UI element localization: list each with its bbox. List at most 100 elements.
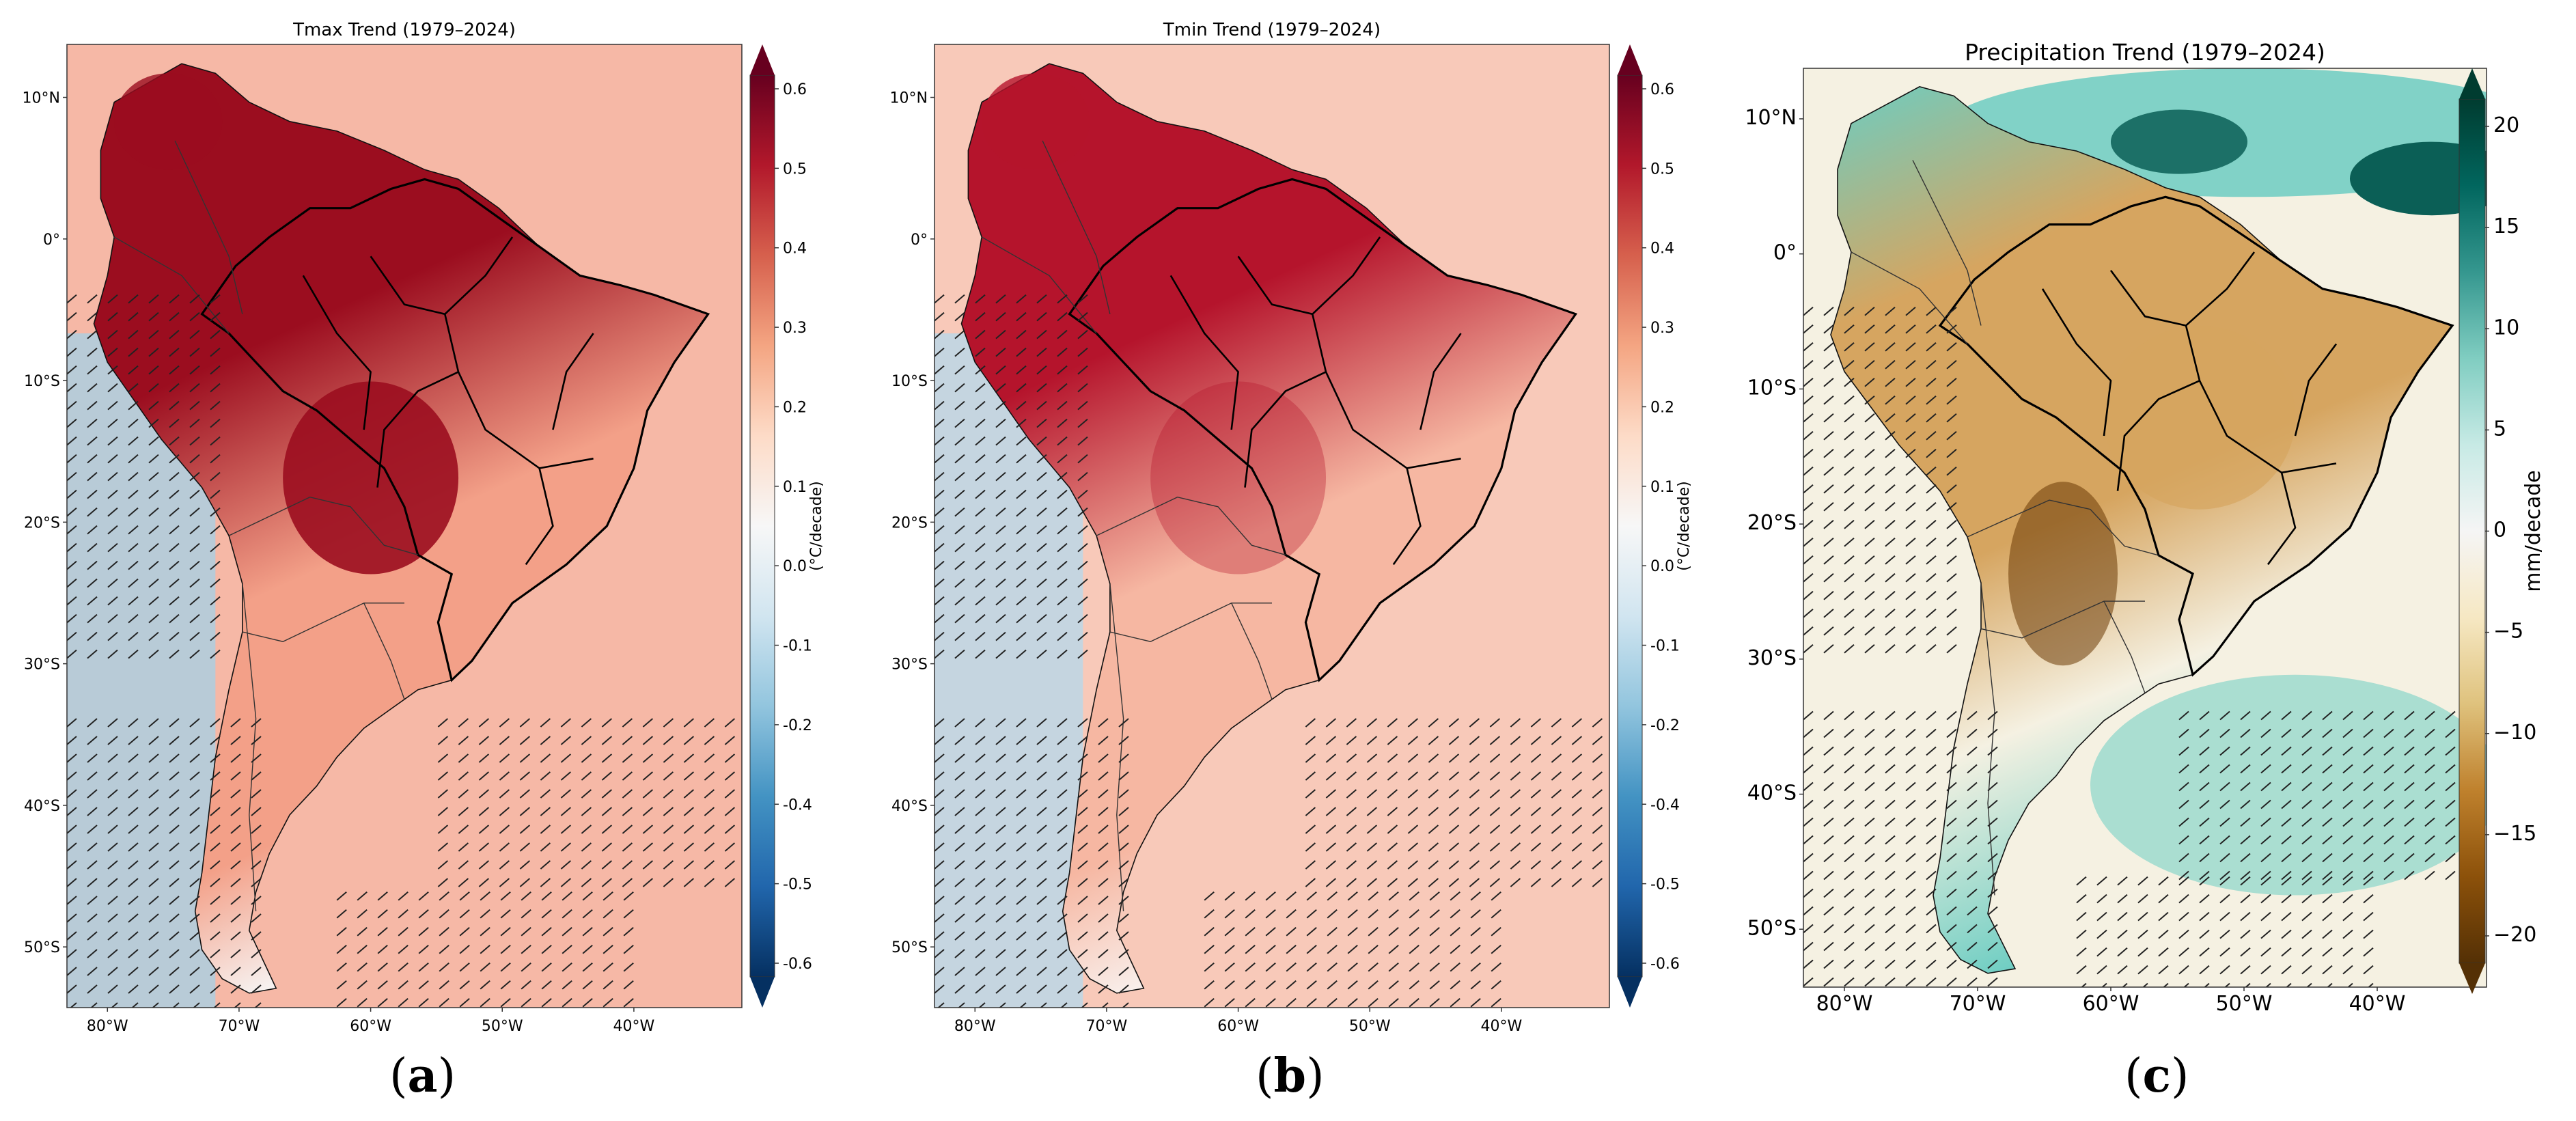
- hatch-mark: [67, 507, 77, 517]
- hatch-mark: [1286, 998, 1297, 1008]
- hatch-mark: [1885, 519, 1896, 529]
- hatch-mark: [1306, 891, 1317, 901]
- hatch-mark: [1098, 931, 1109, 941]
- hatch-mark: [2137, 929, 2148, 939]
- hatch-mark: [581, 771, 592, 781]
- hatch-mark: [1327, 927, 1338, 937]
- hatch-mark: [2342, 911, 2353, 922]
- hatch-mark: [1057, 789, 1068, 799]
- country-border: [363, 603, 405, 700]
- hatch-mark: [683, 736, 695, 745]
- hatch-mark: [1885, 466, 1896, 476]
- hatch-mark: [704, 878, 715, 887]
- hatch-mark: [995, 383, 1006, 393]
- state-line: [2041, 288, 2112, 437]
- colorbar-extend-bottom: [1618, 977, 1642, 1008]
- hatch-mark: [1803, 941, 1814, 952]
- hatch-mark: [210, 471, 221, 482]
- hatch-mark: [1803, 643, 1814, 654]
- hatch-mark: [1366, 878, 1378, 887]
- hatch-mark: [995, 631, 1006, 641]
- hatch-mark: [1077, 312, 1088, 322]
- hatch-mark: [562, 909, 572, 919]
- hatch-mark: [1469, 771, 1480, 781]
- hatch-mark: [1077, 878, 1088, 887]
- hatch-mark: [1077, 949, 1088, 958]
- hatch-mark: [1470, 891, 1481, 901]
- hatch-mark: [87, 578, 98, 588]
- hatch-mark: [1864, 466, 1875, 476]
- hatch-mark: [478, 718, 490, 728]
- lon-label: 50°W: [2216, 992, 2273, 1016]
- hatch-mark: [1057, 860, 1068, 870]
- hatch-mark: [1057, 896, 1068, 905]
- hatch-mark: [1926, 799, 1937, 809]
- hatch-mark: [1036, 596, 1047, 606]
- hatch-mark: [2342, 710, 2353, 721]
- hatch-mark: [1946, 870, 1957, 881]
- hatch-mark: [995, 771, 1006, 781]
- hatch-mark: [1077, 542, 1088, 553]
- hatch-mark: [1448, 718, 1460, 728]
- map-area-c: [1803, 68, 2487, 987]
- hatch-mark: [1885, 537, 1896, 547]
- hatch-mark: [934, 347, 945, 357]
- hatch-mark: [2219, 870, 2230, 881]
- hatch-mark: [683, 825, 695, 834]
- hatch-mark: [189, 771, 200, 781]
- hatch-mark: [148, 753, 159, 763]
- hatch-mark: [2404, 781, 2415, 792]
- hatch-mark: [1823, 764, 1834, 774]
- hatch-mark: [1967, 817, 1978, 827]
- hatch-mark: [1885, 413, 1896, 423]
- hatch-mark: [560, 789, 572, 799]
- hatch-mark: [663, 825, 674, 834]
- hatch-mark: [642, 878, 654, 887]
- hatch-mark: [1967, 959, 1978, 969]
- hatch-mark: [1967, 941, 1978, 952]
- hatch-mark: [1368, 980, 1379, 990]
- hatch-mark: [2322, 894, 2333, 904]
- hatch-mark: [1864, 853, 1875, 863]
- hatch-mark: [1823, 888, 1834, 898]
- hatch-mark: [2424, 799, 2435, 809]
- hatch-mark: [1803, 377, 1814, 387]
- lat-label: 40°S: [891, 798, 928, 815]
- hatch-mark: [87, 771, 98, 781]
- hatch-mark: [169, 860, 180, 870]
- hotspot-north: [982, 73, 1090, 170]
- hatch-mark: [230, 931, 241, 941]
- hatch-mark: [995, 984, 1006, 994]
- hatch-mark: [336, 909, 347, 919]
- hatch-mark: [1571, 825, 1583, 834]
- hatch-mark: [1905, 448, 1916, 458]
- hatch-mark: [975, 984, 986, 994]
- hatch-mark: [2178, 894, 2189, 904]
- hatch-mark: [1098, 771, 1109, 781]
- hatch-mark: [67, 878, 77, 887]
- hatch-mark: [995, 578, 1006, 588]
- hatch-mark: [251, 878, 262, 887]
- hatch-mark: [1057, 771, 1068, 781]
- hatch-mark: [1077, 471, 1088, 482]
- hatch-mark: [128, 347, 139, 357]
- hatch-mark: [663, 807, 674, 816]
- hatch-mark: [1864, 906, 1875, 916]
- hatch-mark: [581, 807, 592, 816]
- hatch-mark: [1265, 980, 1276, 990]
- hatch-mark: [1470, 909, 1481, 919]
- hatch-mark: [1987, 924, 1998, 934]
- hatch-mark: [1388, 980, 1399, 990]
- hatch-mark: [1036, 825, 1047, 834]
- hatch-mark: [439, 980, 449, 990]
- hatch-mark: [1327, 980, 1338, 990]
- hatch-mark: [934, 736, 945, 745]
- hatch-mark: [1885, 430, 1896, 441]
- hatch-mark: [2445, 728, 2456, 738]
- hatch-mark: [954, 489, 965, 499]
- hatch-mark: [148, 807, 159, 816]
- hatch-mark: [934, 525, 945, 535]
- hatch-mark: [1470, 980, 1481, 990]
- hatch-mark: [1946, 430, 1957, 441]
- hatch-mark: [2219, 947, 2230, 957]
